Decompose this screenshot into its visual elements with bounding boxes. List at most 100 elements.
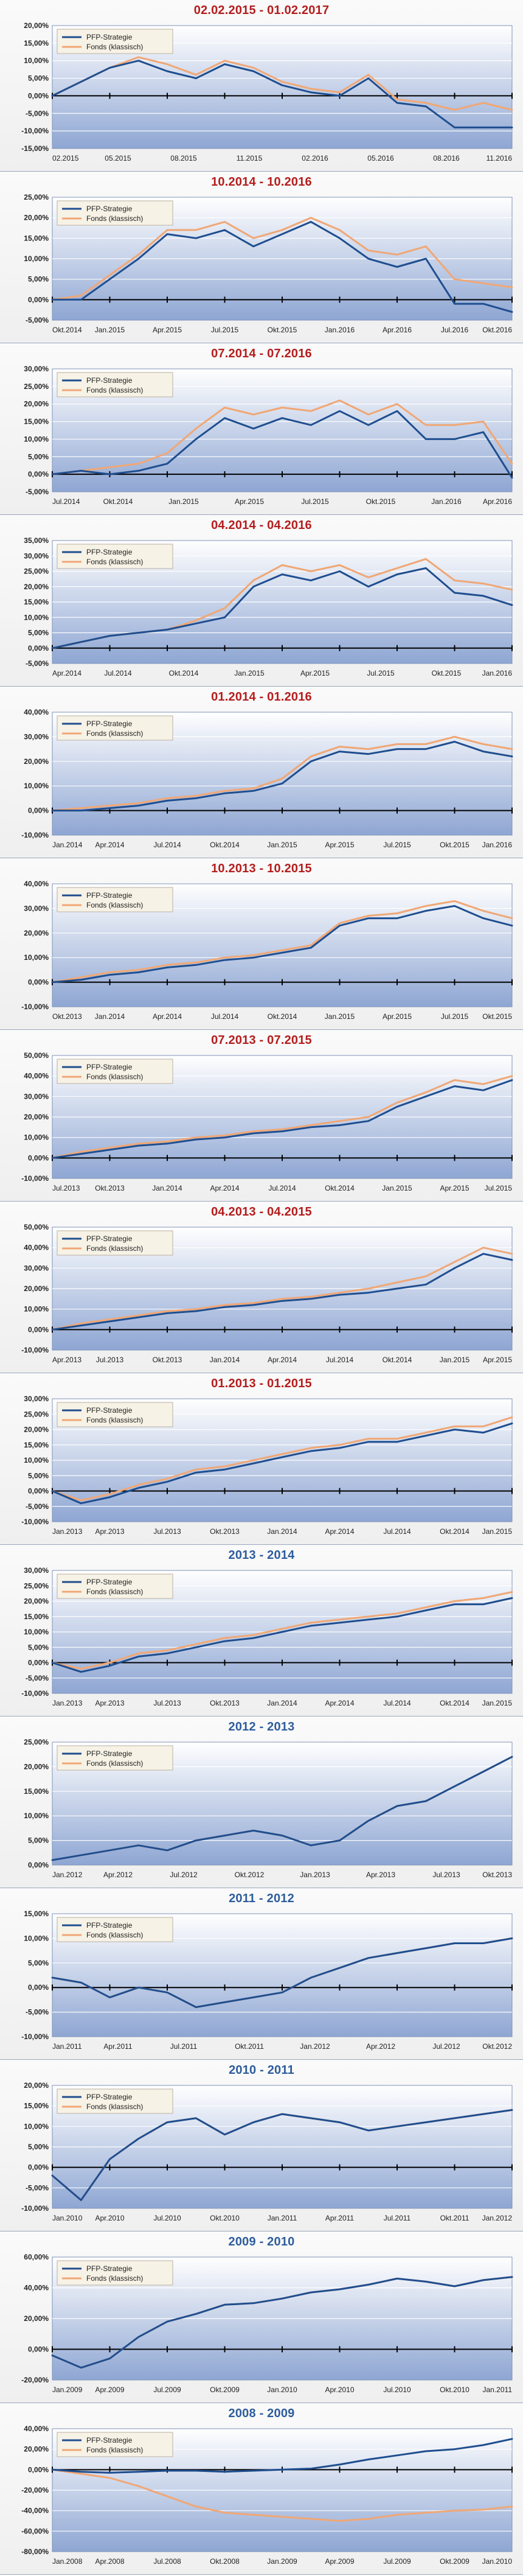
x-tick-label: 05.2015 [105,154,131,163]
x-tick-label: Jan.2014 [95,1012,125,1021]
y-tick-label: 0,00% [28,1487,49,1496]
legend-box [57,2432,173,2457]
x-tick-label: Okt.2014 [210,841,240,849]
y-tick-label: 40,00% [24,1072,49,1080]
line-chart: 30,00% 25,00% 20,00% 15,00% 10,00% 5,00% 0,00%… [24,365,513,506]
y-tick-label: 30,00% [24,551,49,560]
y-tick-label: 10,00% [24,1305,49,1314]
legend-item-pfp: PFP-Strategie [86,1921,133,1930]
y-tick-label: 15,00% [24,1909,49,1918]
legend-item-fonds: Fonds (klassisch) [86,558,143,566]
chart-panel: 10.2014 - 10.2016 25,00% 20,00% 15,00% 10,00… [0,172,523,343]
chart-title: 2012 - 2013 [228,1720,295,1734]
y-tick-label: -5,00% [26,2008,49,2017]
chart-panel: 2010 - 2011 20,00% 15,00% 10,00% 5,00% 0,00% -… [0,2060,523,2231]
x-tick-label: Jan.2011 [52,2042,82,2051]
series-line-fonds [51,2468,513,2522]
series-line-fonds [51,56,513,111]
y-tick-label: 10,00% [24,1934,49,1942]
y-tick-label: 20,00% [24,583,49,591]
x-tick-label: Jul.2015 [301,497,329,506]
line-chart: 30,00% 25,00% 20,00% 15,00% 10,00% 5,00% 0,00%… [21,1395,513,1536]
chart-title: 2011 - 2012 [229,1892,294,1905]
x-tick-label: Okt.2014 [103,497,133,506]
y-tick-label: 15,00% [24,1441,49,1449]
x-tick-label: Jan.2010 [482,2557,513,2566]
legend-item-fonds: Fonds (klassisch) [86,729,143,738]
chart-panel: 2013 - 2014 30,00% 25,00% 20,00% 15,00% 10,00… [0,1545,523,1717]
x-tick-label: Jul.2012 [170,1871,198,1879]
series-line-fonds [51,1075,513,1159]
legend-box [57,372,173,397]
series-line-pfp [51,2276,513,2369]
y-tick-label: 30,00% [24,1092,49,1101]
x-tick-label: Apr.2011 [103,2042,132,2051]
y-tick-label: 50,00% [24,1051,49,1060]
series-line-pfp [51,1597,513,1673]
x-tick-label: Jan.2015 [482,1699,513,1707]
x-tick-label: Jan.2015 [382,1184,412,1192]
x-tick-label: Jan.2010 [267,2385,297,2394]
y-tick-label: 25,00% [24,1410,49,1418]
x-tick-label: Jul.2015 [485,1184,513,1192]
legend-item-fonds: Fonds (klassisch) [86,901,143,909]
line-chart: 25,00% 20,00% 15,00% 10,00% 5,00% 0,00% -5,00%… [24,193,513,334]
chart-panel: 07.2014 - 07.2016 30,00% 25,00% 20,00% 15,00… [0,343,523,515]
y-tick-label: 50,00% [24,1223,49,1231]
series-line-pfp [51,1253,513,1331]
x-tick-label: Jul.2013 [153,1527,181,1536]
y-tick-label: 20,00% [24,1284,49,1293]
y-tick-label: -5,00% [26,659,49,668]
x-tick-label: Jan.2016 [482,669,513,677]
chart-panel: 07.2013 - 07.2015 50,00% 40,00% 30,00% 20,00… [0,1030,523,1202]
x-tick-label: Jul.2016 [441,326,469,334]
legend-item-fonds: Fonds (klassisch) [86,1073,143,1081]
x-tick-label: Okt.2013 [482,1871,512,1879]
x-tick-label: Jul.2008 [153,2557,181,2566]
x-tick-label: Okt.2013 [153,1356,182,1364]
y-tick-label: -10,00% [21,831,49,839]
x-tick-label: Jan.2011 [483,2385,513,2394]
x-tick-label: Apr.2014 [268,1356,297,1364]
x-tick-label: 11.2015 [237,154,263,163]
y-tick-label: 15,00% [24,1612,49,1621]
y-tick-label: 5,00% [28,1643,49,1651]
y-tick-label: 0,00% [28,2465,49,2474]
y-tick-label: 0,00% [28,2163,49,2172]
series-line-pfp [51,741,513,812]
chart-title: 10.2013 - 10.2015 [211,862,312,875]
x-tick-label: Jul.2014 [153,841,181,849]
x-tick-label: Okt.2016 [482,326,512,334]
chart-panel: 2012 - 2013 25,00% 20,00% 15,00% 10,00% 5,00%… [0,1717,523,1888]
x-tick-label: Okt.2014 [440,1699,469,1707]
legend-item-pfp: PFP-Strategie [86,2093,133,2101]
x-tick-label: Jan.2010 [52,2214,83,2222]
y-tick-label: 20,00% [24,1597,49,1606]
x-tick-label: Jan.2012 [482,2214,513,2222]
legend-item-pfp: PFP-Strategie [86,1063,133,1071]
legend-item-fonds: Fonds (klassisch) [86,2274,143,2283]
legend-box [57,544,173,569]
y-tick-label: 30,00% [24,732,49,741]
y-tick-label: -10,00% [21,1003,49,1011]
x-tick-label: Okt.2014 [169,669,199,677]
x-tick-label: Okt.2010 [440,2385,469,2394]
y-tick-label: 0,00% [28,2345,49,2354]
y-tick-label: 20,00% [24,400,49,408]
legend-item-pfp: PFP-Strategie [86,1406,133,1415]
y-tick-label: 15,00% [24,234,49,242]
chart-title: 07.2013 - 07.2015 [211,1034,312,1047]
x-tick-label: Jul.2011 [384,2214,411,2222]
x-tick-label: Jul.2010 [383,2385,411,2394]
legend-item-pfp: PFP-Strategie [86,205,133,213]
legend-item-pfp: PFP-Strategie [86,1234,133,1243]
x-tick-label: Jan.2008 [52,2557,83,2566]
y-tick-label: 25,00% [24,567,49,576]
legend-item-fonds: Fonds (klassisch) [86,1244,143,1253]
line-chart: 20,00% 15,00% 10,00% 5,00% 0,00% -5,00% -10,00… [21,21,513,163]
chart-title: 01.2013 - 01.2015 [211,1377,312,1390]
chart-panel: 01.2014 - 01.2016 40,00% 30,00% 20,00% 10,00… [0,687,523,858]
y-tick-label: 25,00% [24,1581,49,1590]
y-tick-label: 35,00% [24,536,49,545]
chart-panel: 2009 - 2010 60,00% 40,00% 20,00% 0,00% -20,00… [0,2231,523,2403]
